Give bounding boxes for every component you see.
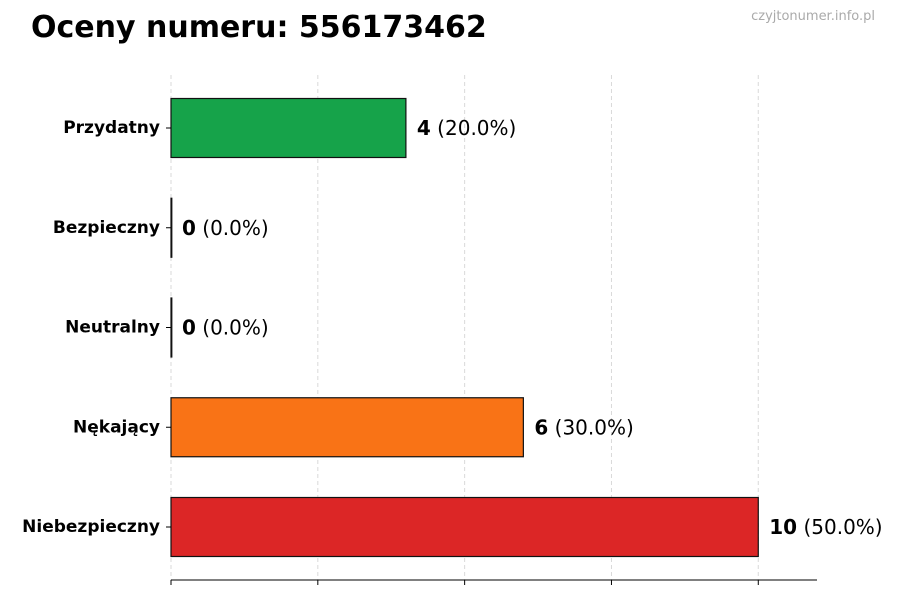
value-count: 0 (182, 216, 196, 240)
value-count: 6 (534, 415, 548, 439)
category-label: Niebezpieczny (22, 517, 160, 537)
value-percent: (20.0%) (431, 116, 516, 140)
bar (170, 397, 524, 458)
value-percent: (0.0%) (196, 216, 269, 240)
value-label: 4 (20.0%) (417, 116, 516, 140)
watermark: czyjtonumer.info.pl (751, 9, 875, 24)
value-count: 10 (769, 515, 797, 539)
bar (170, 496, 759, 558)
category-label: Bezpieczny (53, 218, 160, 238)
value-label: 0 (0.0%) (182, 216, 269, 240)
value-label: 10 (50.0%) (769, 515, 882, 539)
value-percent: (30.0%) (548, 415, 634, 439)
bar (170, 197, 173, 258)
value-percent: (50.0%) (797, 515, 883, 539)
value-label: 0 (0.0%) (182, 316, 269, 340)
value-count: 0 (182, 316, 196, 340)
category-label: Neutralny (65, 318, 160, 338)
bar (170, 297, 173, 358)
category-label: Przydatny (63, 118, 160, 138)
value-label: 6 (30.0%) (534, 415, 633, 439)
labels: Przydatny 4 (20.0%) Bezpieczny 0 (0.0%) Neut… (22, 116, 882, 539)
category-label: Nękający (73, 417, 160, 437)
bars (170, 97, 759, 558)
value-count: 4 (417, 116, 431, 140)
bar (170, 97, 407, 159)
axes (166, 127, 817, 585)
chart-title: Oceny numeru: 556173462 (31, 10, 487, 45)
value-percent: (0.0%) (196, 316, 269, 340)
